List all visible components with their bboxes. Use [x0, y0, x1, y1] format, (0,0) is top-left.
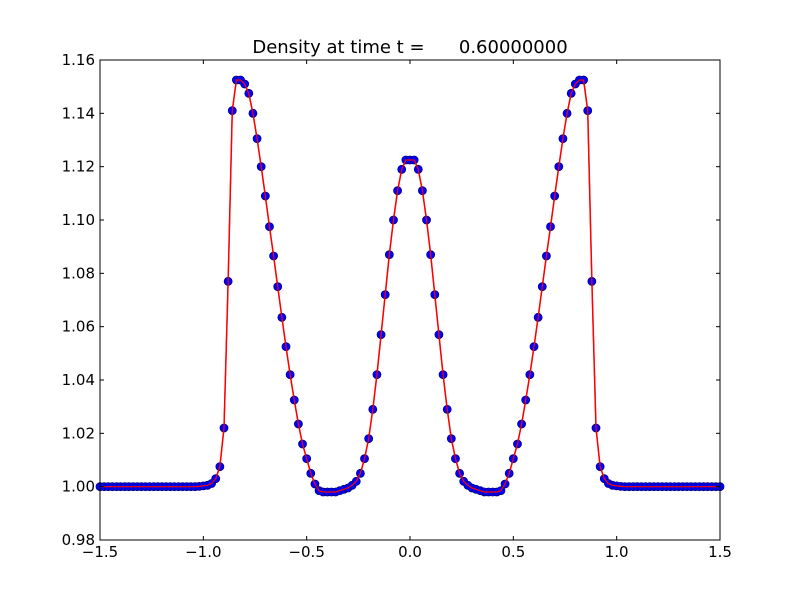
x-tick-label: 0.5 — [501, 543, 525, 561]
x-tick-label: −1.0 — [185, 543, 221, 561]
x-axis: −1.5 −1.0 −0.5 0.0 0.5 1.0 1.5 — [82, 60, 732, 561]
series-markers — [95, 75, 725, 497]
y-tick-label: 1.04 — [62, 371, 95, 389]
density-line-overlay — [100, 79, 720, 493]
y-tick-label: 1.10 — [62, 211, 95, 229]
y-tick-label: 1.02 — [62, 424, 95, 442]
x-tick-label: 1.0 — [605, 543, 629, 561]
y-tick-label: 1.14 — [62, 104, 95, 122]
y-tick-label: 1.06 — [62, 318, 95, 336]
x-tick-label: −1.5 — [82, 543, 118, 561]
plot-area — [95, 75, 725, 497]
y-tick-label: 1.08 — [62, 264, 95, 282]
chart-title: Density at time t = 0.60000000 — [252, 37, 567, 58]
x-tick-label: 0.0 — [398, 543, 422, 561]
y-tick-label: 1.16 — [62, 51, 95, 69]
y-tick-label: 1.00 — [62, 478, 95, 496]
y-tick-label: 1.12 — [62, 158, 95, 176]
y-tick-label: 0.98 — [62, 531, 95, 549]
x-tick-label: 1.5 — [708, 543, 732, 561]
y-axis: 0.98 1.00 1.02 1.04 1.06 1.08 1.10 1.12 1.14 1.16 — [62, 51, 720, 549]
x-tick-label: −0.5 — [288, 543, 324, 561]
